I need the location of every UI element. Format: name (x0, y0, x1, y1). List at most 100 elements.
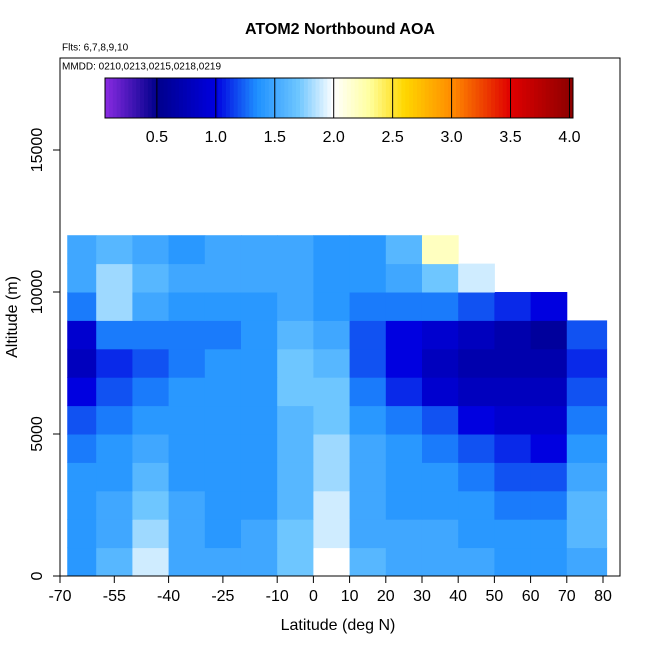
colorbar-swatch (147, 78, 153, 118)
heat-cell (349, 377, 387, 407)
y-tick-label: 15000 (29, 128, 46, 173)
heat-cell (530, 490, 568, 520)
heat-cell (240, 405, 278, 435)
heat-cell (168, 235, 206, 265)
heat-cell (385, 405, 423, 435)
x-tick-label: -40 (157, 588, 180, 605)
colorbar-swatch (264, 78, 270, 118)
colorbar-swatch (397, 78, 402, 118)
colorbar-tick-label: 3.0 (440, 129, 462, 146)
heat-cell (421, 547, 459, 577)
heat-cell (458, 377, 495, 407)
heat-cell (67, 320, 97, 350)
heat-cell (349, 462, 387, 492)
heat-cell (168, 263, 206, 293)
heat-cell (132, 490, 170, 520)
colorbar-swatch (108, 78, 114, 118)
colorbar-swatch (444, 78, 449, 118)
heat-cell (530, 434, 568, 463)
heat-cell (313, 263, 351, 293)
heat-cell (313, 292, 351, 321)
heat-cell (349, 405, 387, 435)
heat-cell (67, 547, 97, 577)
heat-cell (168, 434, 206, 463)
heat-cell (385, 547, 423, 577)
colorbar-swatch (175, 78, 180, 118)
x-tick-label: 0 (309, 588, 318, 605)
heat-cell (313, 405, 351, 435)
colorbar-swatch (456, 78, 461, 118)
heat-cell (204, 320, 242, 350)
colorbar-swatch (557, 78, 562, 118)
heat-cell (204, 490, 242, 520)
heat-cell (96, 490, 133, 520)
heat-cell (349, 292, 387, 321)
colorbar-swatch (210, 78, 215, 118)
heat-cell (96, 405, 133, 435)
heat-cell (204, 348, 242, 378)
heat-cell (204, 434, 242, 463)
colorbar-swatch (124, 78, 129, 118)
heat-cell (566, 519, 608, 549)
heat-cell (277, 519, 314, 549)
colorbar-swatch (459, 78, 465, 118)
heat-cell (67, 519, 97, 549)
heat-cell (67, 292, 97, 321)
colorbar-swatch (452, 78, 457, 118)
heat-cell (313, 320, 351, 350)
heat-cell (494, 405, 532, 435)
heat-cell (494, 519, 532, 549)
heat-cell (458, 547, 495, 577)
heat-cell (421, 434, 459, 463)
heat-cell (494, 490, 532, 520)
x-tick-label: 10 (341, 588, 359, 605)
heat-cell (67, 434, 97, 463)
heat-cell (240, 263, 278, 293)
colorbar-swatch (151, 78, 157, 118)
heat-cell (494, 320, 532, 350)
heat-cell (277, 320, 314, 350)
colorbar-swatch (237, 78, 242, 118)
heat-cell (96, 320, 133, 350)
heat-cell (421, 348, 459, 378)
heat-cell (530, 547, 568, 577)
heat-cell (168, 348, 206, 378)
heat-cell (530, 292, 568, 321)
colorbar-swatch (530, 78, 535, 118)
heat-cell (240, 547, 278, 577)
colorbar-swatch (222, 78, 227, 118)
colorbar-swatch (229, 78, 235, 118)
heat-cell (313, 235, 351, 265)
heat-cell (132, 405, 170, 435)
colorbar-swatch (506, 78, 512, 118)
heat-cell (277, 235, 314, 265)
heat-cell (204, 235, 242, 265)
x-tick-label: 20 (377, 588, 395, 605)
heat-cell (349, 235, 387, 265)
colorbar-tick-label: 4.0 (558, 129, 580, 146)
colorbar-swatch (553, 78, 558, 118)
heat-cell (96, 348, 133, 378)
heat-cell (96, 263, 133, 293)
colorbar-swatch (120, 78, 125, 118)
colorbar-tick-label: 3.5 (499, 129, 521, 146)
y-axis-label: Altitude (m) (4, 276, 21, 358)
colorbar-swatch (518, 78, 523, 118)
colorbar-swatch (128, 78, 133, 118)
heat-cell (458, 320, 495, 350)
heat-cell (530, 462, 568, 492)
heat-cell (240, 348, 278, 378)
colorbar-swatch (534, 78, 539, 118)
colorbar-swatch (510, 78, 515, 118)
heat-cell (530, 320, 568, 350)
colorbar-swatch (475, 78, 480, 118)
heat-cell (168, 547, 206, 577)
colorbar-swatch (284, 78, 289, 118)
colorbar-swatch (541, 78, 547, 118)
x-tick-label: 60 (522, 588, 540, 605)
heat-cell (132, 292, 170, 321)
colorbar-swatch (366, 78, 371, 118)
colorbar-swatch (526, 78, 531, 118)
colorbar-swatch (105, 78, 110, 118)
colorbar-swatch (167, 78, 172, 118)
